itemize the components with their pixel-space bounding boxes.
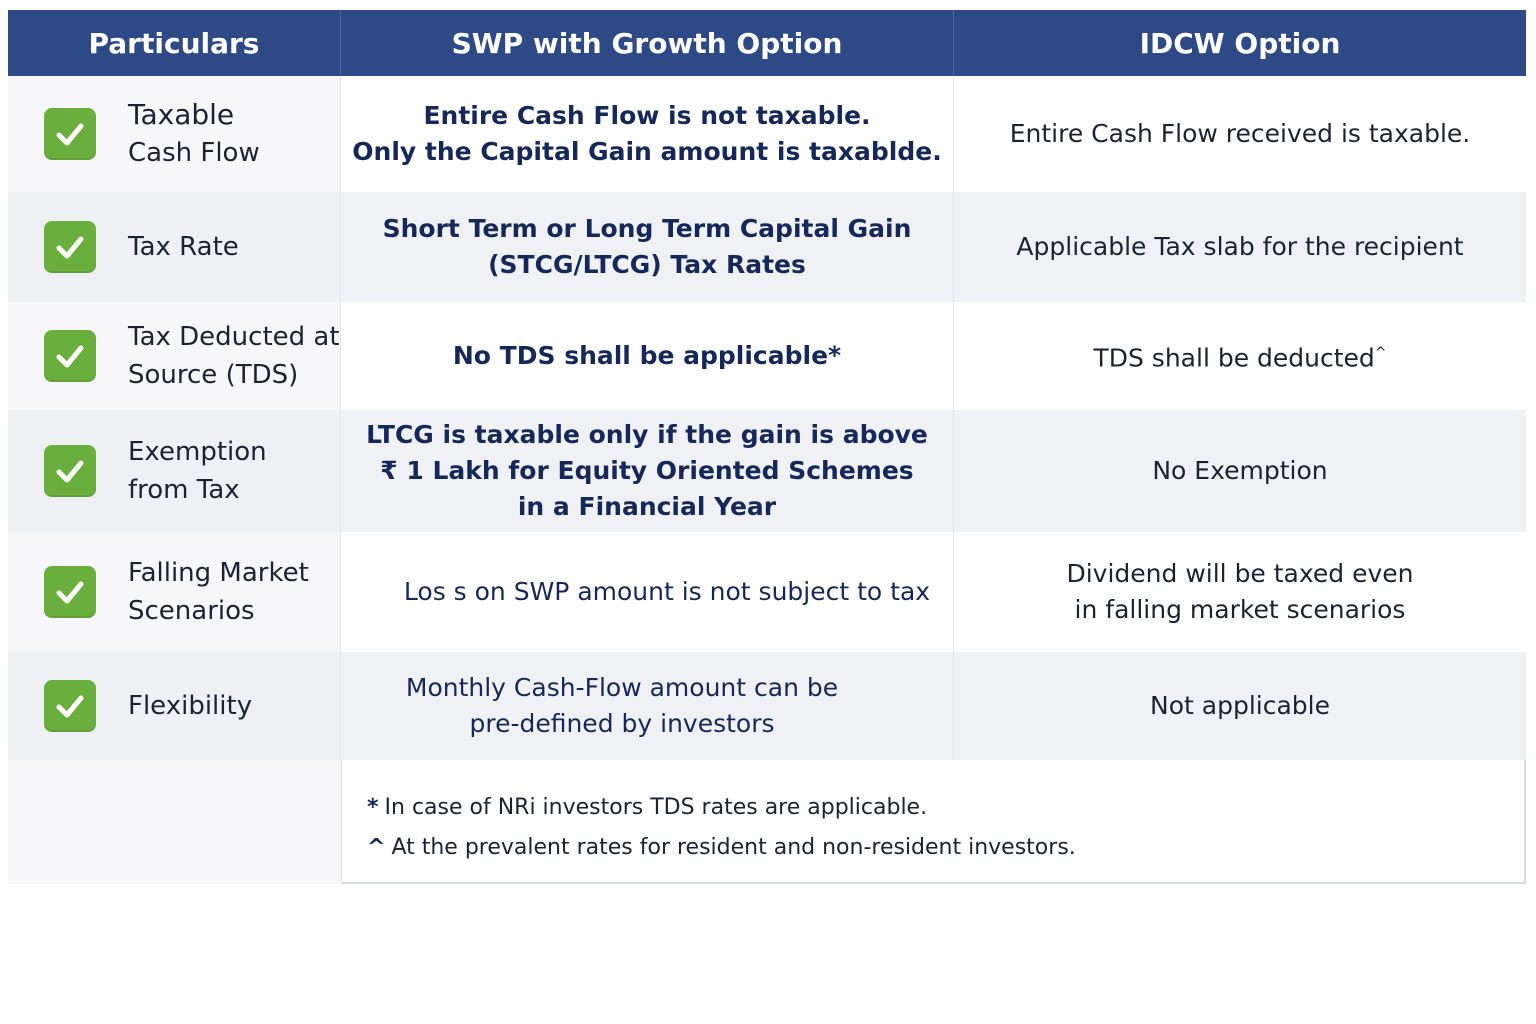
particular-label: Exemption from Tax <box>128 437 267 505</box>
particular-cell: Falling Market Scenarios <box>8 532 341 652</box>
particular-label: Tax Rate <box>128 232 239 262</box>
idcw-cell: Applicable Tax slab for the recipient <box>1016 232 1464 261</box>
swp-cell: No TDS shall be applicable* <box>341 302 954 410</box>
table-row: Tax Rate Short Term or Long Term Capital… <box>8 192 1526 302</box>
table-header: Particulars SWP with Growth Option IDCW … <box>8 10 1526 76</box>
particular-cell: Tax Deducted at Source (TDS) <box>8 302 341 410</box>
swp-cell: Monthly Cash-Flow amount can be pre-defi… <box>341 652 954 760</box>
swp-cell: LTCG is taxable only if the gain is abov… <box>341 410 954 532</box>
swp-cell: Los s on SWP amount is not subject to ta… <box>341 532 954 652</box>
idcw-cell: Entire Cash Flow received is taxable. <box>1009 119 1471 148</box>
footnote: ^ At the prevalent rates for resident and… <box>367 835 1076 860</box>
particular-label: Taxable Cash Flow <box>128 98 260 168</box>
idcw-cell: No Exemption <box>1152 456 1328 485</box>
table-row: Tax Deducted at Source (TDS) No TDS shal… <box>8 302 1526 410</box>
table-row: Exemption from Tax LTCG is taxable only … <box>8 410 1526 532</box>
checkmark-icon <box>44 221 96 273</box>
table-row: Flexibility Monthly Cash-Flow amount can… <box>8 652 1526 760</box>
header-swp-growth: SWP with Growth Option <box>341 10 954 76</box>
table-row: Taxable Cash Flow Entire Cash Flow is no… <box>8 76 1526 192</box>
particular-cell: Taxable Cash Flow <box>8 76 341 192</box>
idcw-cell: TDS shall be deducted^ <box>1093 343 1387 373</box>
swp-cell: Entire Cash Flow is not taxable. Only th… <box>341 76 954 192</box>
particular-cell: Tax Rate <box>8 192 341 302</box>
header-particulars: Particulars <box>8 10 341 76</box>
swp-cell: Short Term or Long Term Capital Gain (ST… <box>341 192 954 302</box>
checkmark-icon <box>44 566 96 618</box>
idcw-cell: Not applicable <box>1150 691 1330 720</box>
idcw-cell: Dividend will be taxed even in falling m… <box>1066 559 1414 624</box>
particular-label: Falling Market Scenarios <box>128 558 309 626</box>
footnotes-section: * In case of NRi investors TDS rates are … <box>8 760 1526 884</box>
footnote-mark: ^ <box>1374 345 1387 362</box>
checkmark-icon <box>44 330 96 382</box>
footnote: * In case of NRi investors TDS rates are … <box>367 795 928 820</box>
checkmark-icon <box>44 445 96 497</box>
checkmark-icon <box>44 108 96 160</box>
header-idcw: IDCW Option <box>1139 26 1341 60</box>
checkmark-icon <box>44 680 96 732</box>
comparison-table: Particulars SWP with Growth Option IDCW … <box>8 10 1526 884</box>
particular-cell: Exemption from Tax <box>8 410 341 532</box>
table-row: Falling Market Scenarios Los s on SWP am… <box>8 532 1526 652</box>
particular-label: Tax Deducted at Source (TDS) <box>128 322 340 390</box>
particular-label: Flexibility <box>128 691 253 721</box>
particular-cell: Flexibility <box>8 652 341 760</box>
